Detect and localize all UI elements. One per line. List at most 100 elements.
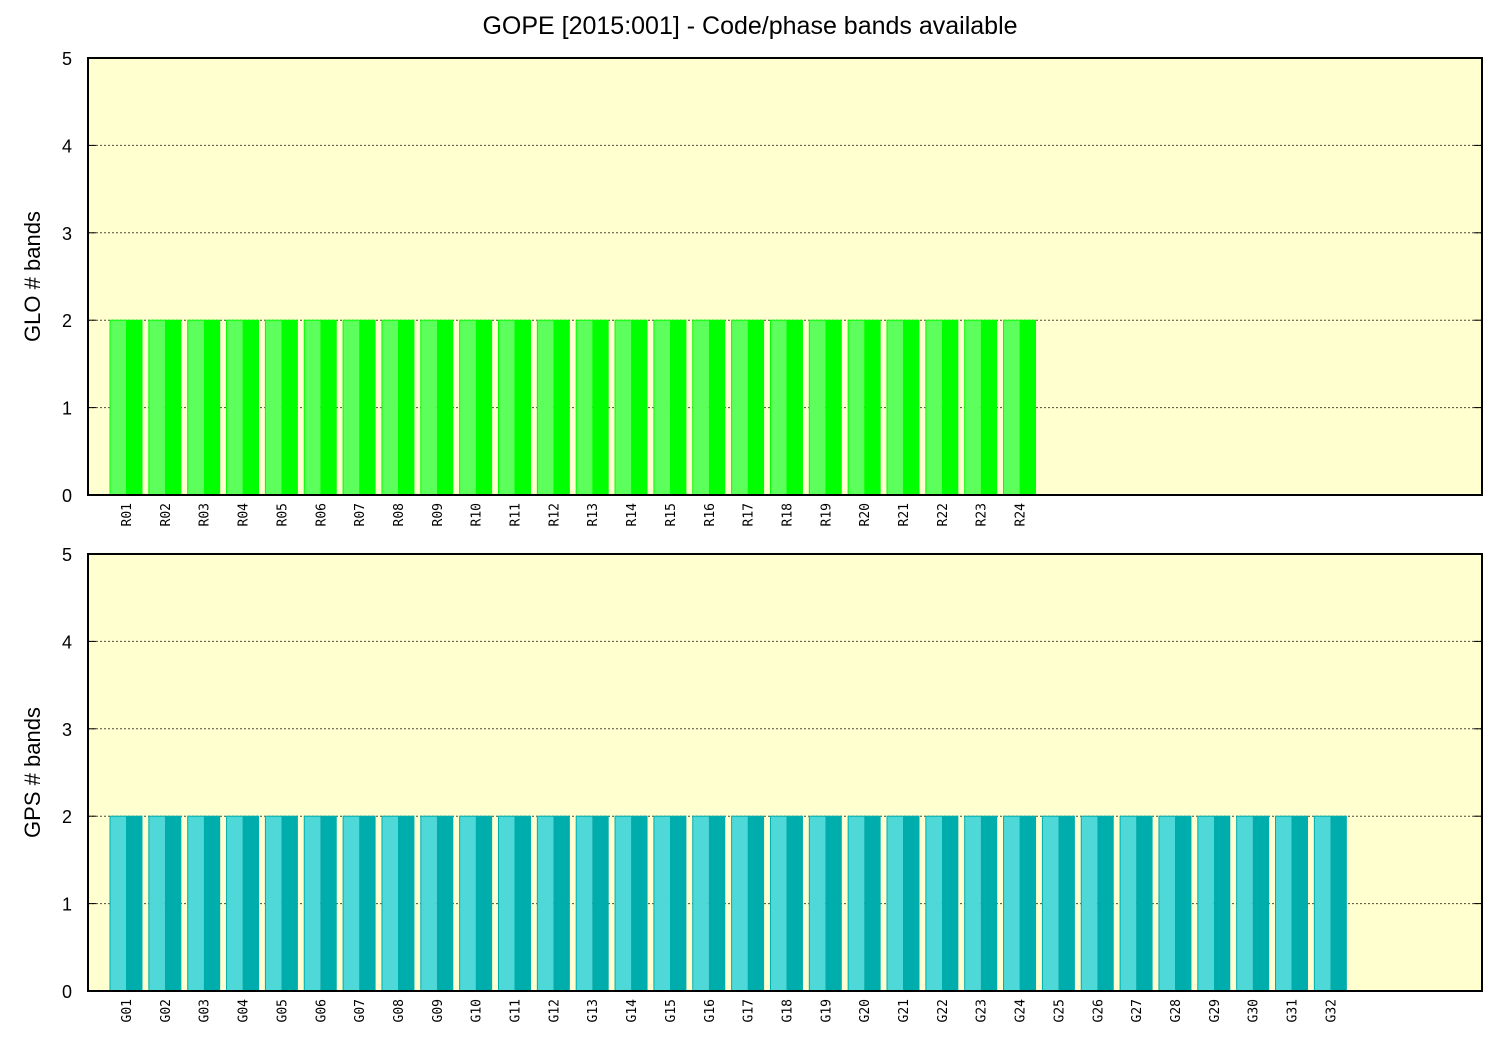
bar-shade — [359, 320, 376, 495]
x-tick-label: R05 — [275, 503, 290, 526]
y-tick-label: 2 — [62, 311, 72, 331]
x-tick-label: G04 — [237, 999, 252, 1023]
bar-shade — [592, 320, 609, 495]
chart-title: GOPE [2015:001] - Code/phase bands avail… — [482, 12, 1018, 40]
x-tick-label: G13 — [586, 999, 601, 1022]
bar-shade — [825, 320, 842, 495]
bar-shade — [281, 816, 298, 991]
x-tick-label: R20 — [858, 503, 873, 526]
bar — [1120, 816, 1137, 991]
y-tick-label: 5 — [62, 545, 72, 565]
bar-shade — [903, 816, 919, 991]
bar-shade — [708, 816, 725, 991]
x-tick-label: G20 — [858, 999, 873, 1022]
y-tick-label: 5 — [62, 49, 72, 69]
x-tick-label: R04 — [237, 503, 252, 527]
bar-shade — [825, 816, 842, 991]
bar — [110, 320, 126, 495]
bar-shade — [864, 320, 881, 495]
bar — [615, 816, 632, 991]
bar-shade — [980, 816, 997, 991]
x-tick-label: G22 — [936, 999, 951, 1022]
bar — [925, 320, 942, 495]
bar — [848, 816, 865, 991]
x-tick-label: R15 — [664, 503, 679, 526]
bar — [498, 320, 515, 495]
plot-frame — [87, 553, 1483, 992]
x-tick-label: R16 — [703, 503, 718, 526]
bar — [304, 320, 321, 495]
bar-shade — [980, 320, 997, 495]
bar — [653, 816, 670, 991]
x-tick-label: G17 — [742, 999, 757, 1022]
y-tick-label: 0 — [62, 982, 72, 1002]
bar — [1275, 816, 1292, 991]
bar — [770, 320, 787, 495]
bar — [265, 320, 282, 495]
bar — [537, 816, 554, 991]
bar-shade — [669, 816, 686, 991]
bar — [1236, 816, 1253, 991]
x-tick-label: R19 — [819, 503, 834, 526]
x-tick-label: G14 — [625, 999, 640, 1023]
x-tick-label: G24 — [1014, 999, 1029, 1023]
bar-shade — [397, 816, 414, 991]
bar-shade — [1097, 816, 1114, 991]
bar-shade — [941, 320, 958, 495]
bar — [343, 816, 360, 991]
bar — [692, 816, 709, 991]
bar — [887, 320, 903, 495]
bar-shade — [1291, 816, 1308, 991]
x-tick-label: G05 — [275, 999, 290, 1022]
x-tick-label: G31 — [1286, 999, 1301, 1022]
bar — [576, 320, 593, 495]
x-tick-label: G32 — [1324, 999, 1339, 1022]
x-tick-label: G10 — [470, 999, 485, 1022]
bar-shade — [281, 320, 298, 495]
x-tick-label: G21 — [897, 999, 912, 1022]
bar-shade — [631, 816, 648, 991]
bar-shade — [747, 816, 764, 991]
x-tick-label: R23 — [975, 503, 990, 526]
x-tick-label: R22 — [936, 503, 951, 526]
bar — [770, 816, 787, 991]
y-axis-title: GPS # bands — [20, 707, 45, 838]
x-tick-label: G11 — [509, 999, 524, 1022]
bar — [1003, 816, 1020, 991]
bar-shade — [475, 320, 492, 495]
bar-shade — [1019, 320, 1036, 495]
bar-shade — [320, 320, 337, 495]
bar — [887, 816, 903, 991]
bar-shade — [436, 320, 453, 495]
bar-shade — [592, 816, 609, 991]
x-tick-label: G07 — [353, 999, 368, 1022]
bar — [576, 816, 593, 991]
bar-shade — [786, 320, 803, 495]
bar — [187, 320, 204, 495]
x-tick-label: G23 — [975, 999, 990, 1022]
bar — [692, 320, 709, 495]
y-tick-label: 3 — [62, 720, 72, 740]
bar-shade — [514, 320, 531, 495]
bar-shade — [242, 320, 259, 495]
y-tick-label: 4 — [62, 136, 72, 156]
x-tick-label: G25 — [1052, 999, 1067, 1022]
bar-shade — [708, 320, 725, 495]
bar — [848, 320, 865, 495]
x-tick-label: G26 — [1091, 999, 1106, 1022]
bar — [537, 320, 554, 495]
x-tick-label: G16 — [703, 999, 718, 1022]
bar — [1314, 816, 1331, 991]
bar — [1158, 816, 1175, 991]
bar — [964, 816, 981, 991]
bar — [1081, 816, 1098, 991]
bar — [964, 320, 981, 495]
bar-shade — [631, 320, 648, 495]
x-tick-label: R06 — [314, 503, 329, 526]
plot-frame — [87, 57, 1483, 496]
x-tick-label: G01 — [120, 999, 135, 1022]
bar — [731, 320, 748, 495]
x-tick-label: R17 — [742, 503, 757, 526]
bar-shade — [164, 320, 181, 495]
